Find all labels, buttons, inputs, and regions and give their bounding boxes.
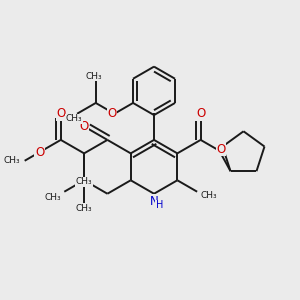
Text: O: O (56, 107, 65, 120)
Text: H: H (156, 200, 163, 210)
Text: CH₃: CH₃ (76, 204, 92, 213)
Text: CH₃: CH₃ (66, 114, 83, 123)
Text: O: O (79, 119, 88, 133)
Text: O: O (217, 142, 226, 156)
Text: O: O (196, 107, 205, 120)
Text: O: O (35, 146, 44, 159)
Text: CH₃: CH₃ (45, 193, 61, 202)
Text: CH₃: CH₃ (201, 191, 218, 200)
Text: O: O (107, 107, 117, 120)
Text: CH₃: CH₃ (86, 72, 103, 81)
Text: CH₃: CH₃ (4, 156, 20, 165)
Text: N: N (150, 195, 158, 208)
Text: CH₃: CH₃ (76, 177, 92, 186)
